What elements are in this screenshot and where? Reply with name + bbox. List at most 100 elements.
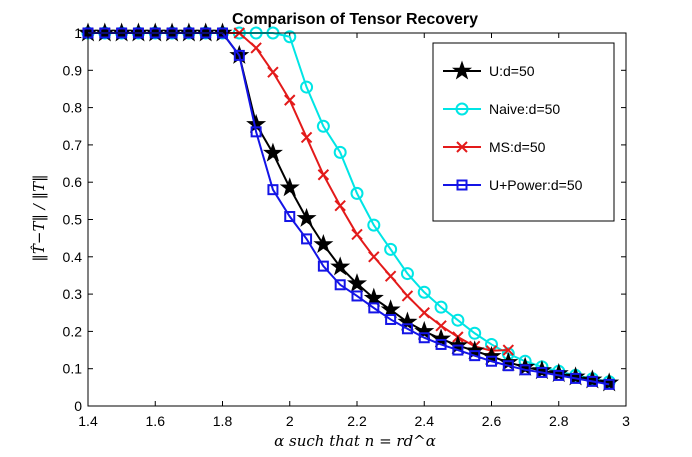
data-point	[603, 378, 615, 390]
data-point	[464, 340, 485, 360]
data-point	[401, 290, 414, 302]
data-point	[401, 323, 413, 335]
data-point	[384, 242, 398, 256]
data-point	[330, 256, 351, 276]
x-tick-label: 2.4	[415, 413, 435, 429]
data-point	[502, 344, 515, 356]
x-axis-label: α such that n = rd^α	[274, 432, 436, 450]
data-point	[380, 299, 401, 319]
y-tick-label: 0.5	[63, 212, 83, 228]
data-point	[316, 119, 330, 133]
data-point	[300, 131, 313, 144]
data-point	[469, 350, 481, 362]
x-tick-label: 1.8	[213, 413, 233, 429]
data-point	[351, 228, 363, 241]
y-tick-label: 0.6	[63, 174, 83, 190]
data-point	[548, 363, 569, 383]
legend-entry: U+Power:d=50	[443, 177, 583, 193]
data-point	[418, 332, 430, 344]
data-point	[468, 326, 482, 340]
y-tick-label: 0.3	[63, 286, 83, 302]
data-point	[384, 270, 397, 282]
data-point	[368, 251, 380, 263]
legend-marker	[451, 60, 473, 80]
plot-frame	[87, 32, 627, 407]
data-point	[262, 142, 283, 162]
legend: U:d=50 Naive:d=50 MS:d=50 U+Power:d=50	[432, 42, 615, 222]
data-point	[267, 184, 279, 196]
data-point	[313, 233, 334, 254]
data-point	[283, 30, 297, 44]
data-point	[570, 372, 582, 384]
y-tick-label: 0.8	[63, 100, 83, 116]
data-point	[350, 186, 364, 200]
x-tick-label: 1.4	[78, 413, 98, 429]
data-point	[397, 311, 418, 331]
data-point	[414, 320, 435, 340]
data-point	[334, 199, 346, 212]
y-tick-label: 0.7	[63, 137, 83, 153]
data-point	[250, 42, 262, 54]
data-point	[481, 345, 502, 365]
data-point	[599, 372, 620, 392]
legend-label: U:d=50	[489, 63, 535, 79]
x-tick-labels: 1.4 1.6 1.8 2 2.2 2.4 2.6 2.8 3	[78, 413, 630, 429]
data-point	[333, 145, 347, 159]
y-tick-label: 0.9	[63, 62, 83, 78]
data-point	[300, 80, 314, 94]
data-point	[367, 218, 381, 232]
legend-marker	[456, 141, 468, 153]
data-point	[317, 260, 329, 272]
legend-entry: MS:d=50	[443, 139, 546, 155]
y-tick-label: 0.2	[63, 323, 83, 339]
legend-marker	[456, 179, 468, 191]
data-point	[536, 366, 548, 378]
data-point	[451, 313, 465, 327]
y-tick-label: 0	[74, 398, 82, 414]
data-point	[502, 360, 514, 372]
data-point	[565, 366, 586, 386]
data-point	[284, 94, 296, 106]
x-tick-label: 2	[286, 413, 294, 429]
data-point	[233, 49, 245, 61]
x-tick-label: 2.2	[347, 413, 367, 429]
data-point	[418, 307, 430, 319]
data-point	[431, 328, 452, 348]
chart-title: Comparison of Tensor Recovery	[232, 11, 478, 28]
data-point	[586, 375, 598, 387]
y-axis-label: ‖T̂−T‖ / ‖T‖	[30, 174, 48, 261]
data-point	[400, 267, 414, 281]
y-tick-label: 0.4	[63, 249, 83, 265]
data-point	[317, 169, 330, 181]
x-tick-label: 3	[622, 413, 630, 429]
data-point	[334, 279, 346, 291]
data-point	[452, 344, 464, 356]
data-point	[279, 177, 300, 197]
data-point	[519, 364, 531, 376]
x-tick-label: 1.6	[146, 413, 166, 429]
data-point	[486, 355, 497, 367]
y-tick-labels: 0 0.1 0.2 0.3 0.4 0.5 0.6 0.7 0.8 0.9 1	[63, 25, 83, 414]
data-point	[531, 360, 552, 380]
legend-entry: Naive:d=50	[443, 101, 560, 117]
legend-label: U+Power:d=50	[489, 177, 583, 193]
data-point	[417, 285, 431, 299]
data-point	[435, 320, 447, 332]
legend-marker	[455, 102, 469, 116]
data-point	[301, 233, 313, 245]
data-point	[582, 369, 603, 389]
x-tick-label: 2.8	[549, 413, 569, 429]
data-point	[284, 211, 296, 223]
data-point	[553, 369, 565, 381]
data-point	[267, 66, 279, 78]
data-point	[434, 300, 448, 314]
y-tick-label: 0.1	[63, 361, 83, 377]
data-point	[296, 207, 317, 227]
data-point	[368, 302, 380, 314]
data-point	[250, 126, 262, 138]
x-tick-label: 2.6	[482, 413, 502, 429]
y-tick-label: 1	[74, 25, 82, 41]
legend-label: MS:d=50	[489, 139, 546, 155]
legend-entry: U:d=50	[443, 60, 535, 80]
